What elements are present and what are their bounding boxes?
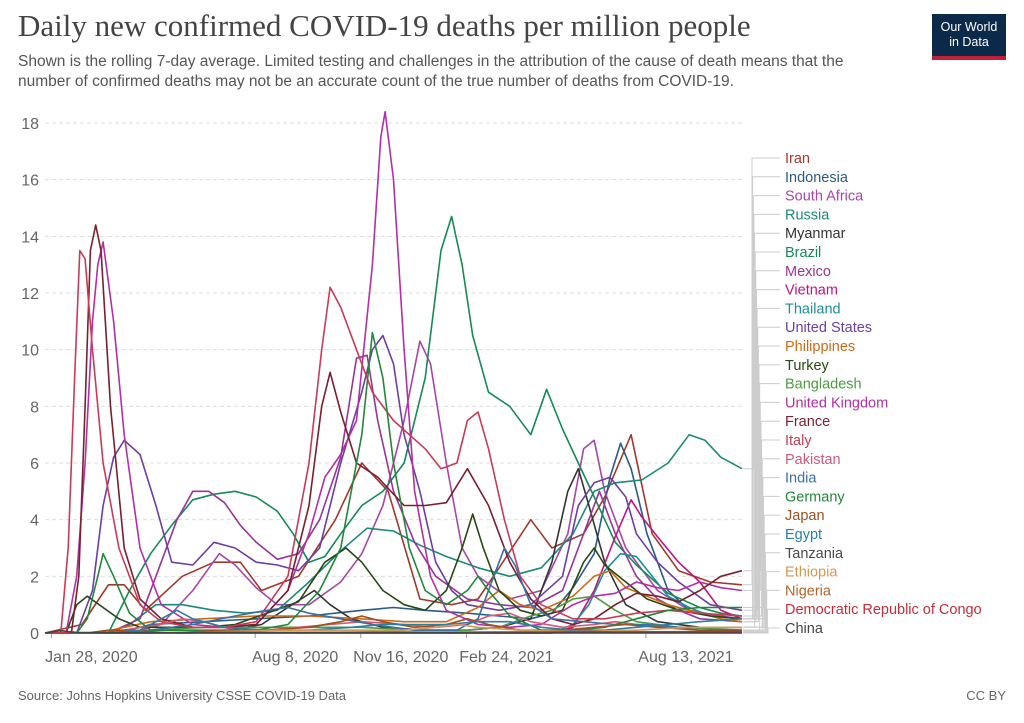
- y-tick-label: 16: [21, 173, 39, 190]
- logo-line-2: in Data: [949, 35, 989, 49]
- license-note: CC BY: [966, 688, 1006, 703]
- series-line-ethiopia[interactable]: [45, 623, 742, 634]
- owid-logo[interactable]: Our World in Data: [932, 14, 1006, 60]
- y-tick-label: 4: [30, 513, 39, 530]
- legend-connector: [743, 627, 780, 634]
- series-line-united-kingdom[interactable]: [45, 110, 743, 634]
- series-line-china[interactable]: [44, 629, 743, 634]
- legend-connector: [743, 157, 780, 586]
- legend-item[interactable]: France: [785, 414, 830, 430]
- legend-item[interactable]: Bangladesh: [785, 377, 862, 393]
- x-tick-label: Aug 8, 2020: [252, 649, 338, 666]
- legend-item[interactable]: Pakistan: [785, 452, 841, 468]
- legend-item[interactable]: Philippines: [785, 339, 855, 355]
- legend-item[interactable]: Japan: [785, 508, 825, 524]
- series-line-italy[interactable]: [45, 249, 743, 634]
- x-tick-label: Jan 28, 2020: [45, 649, 138, 666]
- legend-connectors: [743, 157, 780, 634]
- y-tick-label: 10: [21, 343, 39, 360]
- legend-item[interactable]: Egypt: [785, 527, 822, 543]
- series-line-brazil[interactable]: [45, 215, 743, 634]
- legend-connector: [743, 533, 780, 620]
- legend-connector: [743, 420, 780, 572]
- legend-item[interactable]: Russia: [785, 207, 830, 223]
- legend-connector: [743, 571, 780, 628]
- chart-subtitle: Shown is the rolling 7-day average. Limi…: [18, 53, 844, 90]
- y-tick-label: 6: [30, 456, 39, 473]
- legend-connector: [743, 326, 780, 611]
- logo-line-1: Our World: [940, 20, 998, 34]
- series-line-pakistan[interactable]: [45, 612, 742, 634]
- series-line-india[interactable]: [45, 547, 742, 634]
- legend-item[interactable]: Mexico: [785, 264, 831, 280]
- y-tick-label: 2: [30, 569, 39, 586]
- series-line-iran[interactable]: [44, 433, 743, 634]
- legend-connector: [743, 552, 780, 633]
- legend-item[interactable]: Italy: [785, 433, 812, 449]
- legend-item[interactable]: Iran: [785, 151, 810, 167]
- y-tick-label: 14: [21, 229, 39, 246]
- legend-item[interactable]: India: [785, 471, 817, 487]
- legend-item[interactable]: Brazil: [785, 245, 821, 261]
- legend-item[interactable]: China: [785, 621, 824, 637]
- series-line-france[interactable]: [45, 224, 743, 634]
- legend-item[interactable]: United Kingdom: [785, 395, 888, 411]
- legend-item[interactable]: Tanzania: [785, 546, 844, 562]
- x-tick-labels: Jan 28, 2020 Aug 8, 2020 Nov 16, 2020 Feb 2…: [45, 633, 734, 666]
- y-tick-label: 0: [30, 626, 39, 643]
- legend-item[interactable]: Thailand: [785, 301, 841, 317]
- y-tick-label: 18: [21, 116, 39, 133]
- source-note: Source: Johns Hopkins University CSSE CO…: [18, 688, 347, 703]
- y-tick-label: 12: [21, 286, 39, 303]
- legend-item[interactable]: Nigeria: [785, 583, 832, 599]
- legend-item[interactable]: Indonesia: [785, 170, 849, 186]
- legend-item[interactable]: Turkey: [785, 358, 830, 374]
- x-tick-label: Feb 24, 2021: [459, 649, 553, 666]
- x-tick-label: Nov 16, 2020: [353, 649, 448, 666]
- legend-item[interactable]: Myanmar: [785, 226, 846, 242]
- series-line-egypt[interactable]: [45, 609, 743, 634]
- legend-connector: [743, 495, 780, 608]
- legend-connector: [743, 213, 780, 470]
- series-line-mexico[interactable]: [45, 354, 743, 634]
- series-line-turkey[interactable]: [45, 513, 743, 634]
- legend-item[interactable]: Germany: [785, 489, 845, 505]
- series-line-south-africa[interactable]: [45, 340, 743, 634]
- series-line-indonesia[interactable]: [45, 442, 743, 634]
- y-tick-labels: 0 2 4 6 8 10 12 14 16 18: [21, 116, 39, 643]
- y-tick-label: 8: [30, 399, 39, 416]
- series-line-united-states[interactable]: [45, 334, 743, 634]
- series-line-vietnam[interactable]: [45, 499, 743, 634]
- legend-item[interactable]: Democratic Republic of Congo: [785, 602, 982, 618]
- legend-item[interactable]: South Africa: [785, 189, 864, 205]
- legend-item[interactable]: Ethiopia: [785, 565, 838, 581]
- legend-connector: [743, 439, 780, 617]
- legend: Iran Indonesia South Africa Russia Myanmar Br…: [785, 151, 982, 637]
- x-tick-label: Aug 13, 2021: [638, 649, 733, 666]
- legend-connector: [743, 345, 780, 623]
- legend-connector: [743, 514, 780, 631]
- chart-title: Daily new confirmed COVID-19 deaths per …: [18, 8, 751, 43]
- legend-connector: [743, 401, 780, 591]
- legend-item[interactable]: United States: [785, 320, 872, 336]
- legend-item[interactable]: Vietnam: [785, 283, 838, 299]
- series-lines: [44, 110, 743, 634]
